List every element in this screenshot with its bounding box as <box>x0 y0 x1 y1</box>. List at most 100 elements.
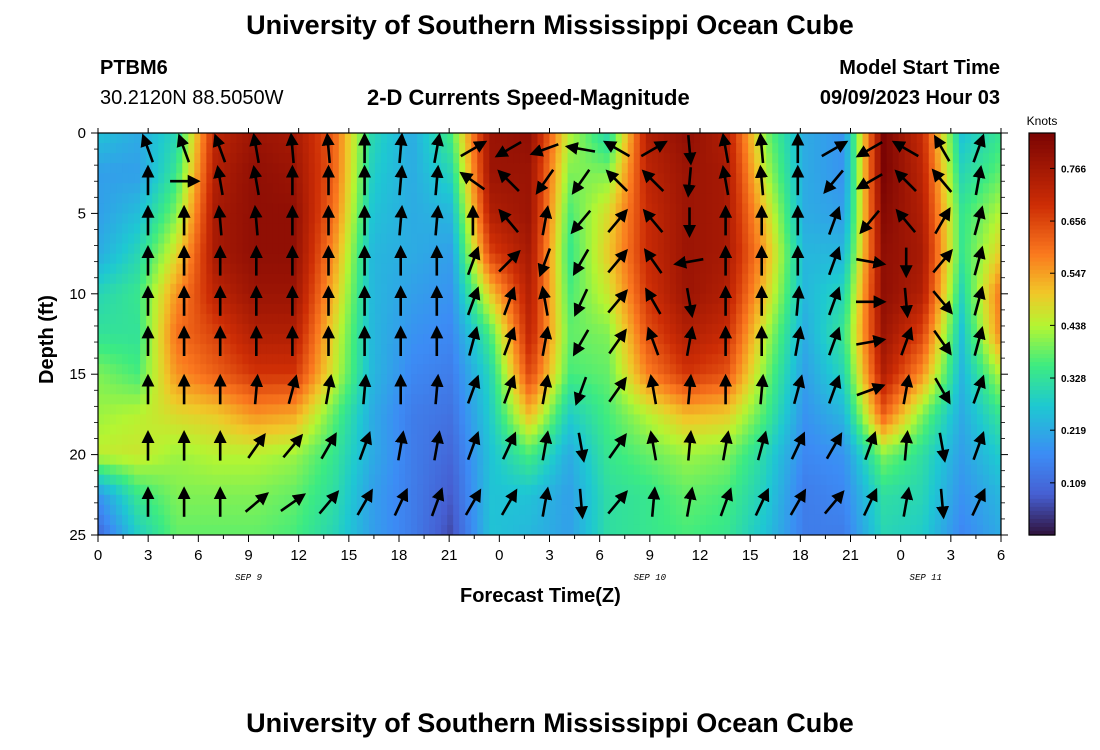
heat-cell <box>122 464 129 476</box>
heat-cell <box>537 484 545 496</box>
heat-cell <box>537 494 545 506</box>
heat-cell <box>814 334 821 345</box>
heat-cell <box>242 283 250 295</box>
heat-cell <box>158 163 165 174</box>
heat-cell <box>296 243 304 255</box>
heat-cell <box>465 414 472 426</box>
heat-cell <box>669 354 677 365</box>
heat-cell <box>423 394 430 405</box>
heat-cell <box>332 323 340 335</box>
heat-cell <box>260 203 268 214</box>
heat-cell <box>525 233 533 245</box>
heat-cell <box>802 213 809 225</box>
heat-cell <box>742 163 749 174</box>
heat-cell <box>693 193 701 204</box>
heat-cell <box>146 394 153 405</box>
heat-cell <box>266 514 274 526</box>
heat-cell <box>477 464 484 476</box>
heat-cell <box>362 173 370 184</box>
heat-cell <box>730 424 737 436</box>
heat-cell <box>483 364 490 375</box>
heat-cell <box>507 384 514 395</box>
heat-cell <box>417 334 424 345</box>
heat-cell <box>796 183 803 194</box>
heat-cell <box>718 394 725 405</box>
heat-cell <box>362 474 370 486</box>
heat-cell <box>579 163 587 174</box>
heat-cell <box>296 504 304 516</box>
heat-cell <box>687 404 695 415</box>
heat-cell <box>724 414 731 426</box>
heat-cell <box>392 334 400 345</box>
heat-cell <box>429 384 436 395</box>
heat-cell <box>567 233 575 245</box>
heat-cell <box>820 374 828 385</box>
heat-cell <box>218 404 226 415</box>
heat-cell <box>760 173 767 184</box>
heat-cell <box>700 524 707 535</box>
heat-cell <box>561 293 569 305</box>
heat-cell <box>441 313 448 325</box>
heat-cell <box>639 464 647 476</box>
heat-cell <box>591 464 599 476</box>
heat-cell <box>591 173 599 184</box>
heat-cell <box>374 334 382 345</box>
heat-cell <box>838 183 846 194</box>
heat-cell <box>748 474 755 486</box>
heat-cell <box>742 474 749 486</box>
heat-cell <box>507 524 514 535</box>
heat-cell <box>477 344 484 355</box>
heat-cell <box>441 514 448 526</box>
heat-cell <box>441 233 448 245</box>
heat-cell <box>669 464 677 476</box>
heat-cell <box>724 223 731 235</box>
heat-cell <box>405 203 412 214</box>
heat-cell <box>748 283 755 295</box>
heat-cell <box>718 494 725 506</box>
heat-cell <box>531 374 539 385</box>
heat-cell <box>627 404 635 415</box>
heat-cell <box>555 524 563 535</box>
heat-cell <box>802 524 809 535</box>
heat-cell <box>808 283 815 295</box>
heat-cell <box>844 303 852 315</box>
heat-cell <box>736 243 743 255</box>
heat-cell <box>657 153 665 164</box>
heat-cell <box>230 414 238 426</box>
heat-cell <box>802 193 809 204</box>
heat-cell <box>188 193 195 204</box>
heat-cell <box>609 384 617 395</box>
heat-cell <box>525 504 533 516</box>
heat-cell <box>230 253 238 265</box>
heat-cell <box>248 183 256 194</box>
heat-cell <box>278 293 286 305</box>
heat-cell <box>687 273 695 285</box>
heat-cell <box>483 454 490 466</box>
heat-cell <box>194 223 201 235</box>
heat-cell <box>374 233 382 245</box>
heat-cell <box>748 504 755 516</box>
heat-cell <box>459 434 466 446</box>
heat-cell <box>826 364 834 375</box>
heat-cell <box>531 223 539 235</box>
heat-cell <box>411 484 418 496</box>
heat-cell <box>772 524 779 535</box>
heat-cell <box>802 394 809 405</box>
heat-cell <box>134 183 141 194</box>
heat-cell <box>663 323 671 335</box>
heat-cell <box>760 404 767 415</box>
heat-cell <box>122 203 129 214</box>
heat-cell <box>194 293 201 305</box>
heat-cell <box>802 323 809 335</box>
heat-cell <box>706 404 713 415</box>
heat-cell <box>176 203 183 214</box>
heat-cell <box>194 414 201 426</box>
heat-cell <box>838 273 846 285</box>
heat-cell <box>802 303 809 315</box>
heat-cell <box>344 334 352 345</box>
heat-cell <box>236 143 244 154</box>
heat-cell <box>537 303 545 315</box>
heat-cell <box>555 354 563 365</box>
heat-cell <box>693 404 701 415</box>
heat-cell <box>838 223 846 235</box>
